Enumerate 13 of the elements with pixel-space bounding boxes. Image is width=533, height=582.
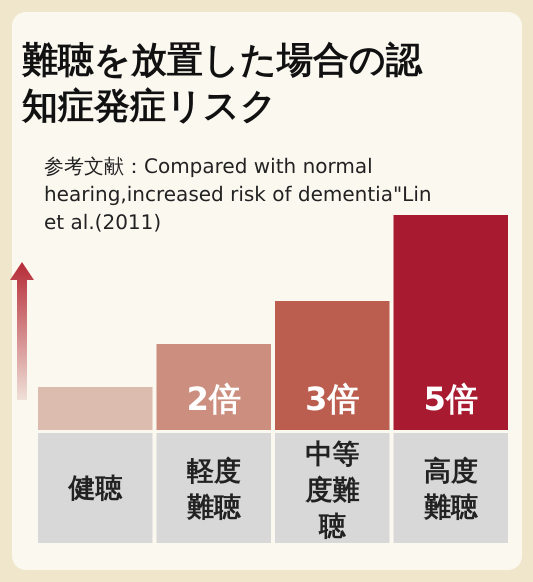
bar	[394, 215, 508, 430]
x-tick-label: 健聴	[67, 473, 124, 504]
x-tick-label: 軽度難聴	[186, 456, 242, 523]
bar	[38, 387, 152, 430]
bar	[275, 301, 390, 430]
data-label: 5倍	[424, 380, 478, 418]
chart-title: 難聴を放置した場合の認知症発症リスク	[22, 39, 424, 129]
bar	[156, 344, 271, 430]
data-label: 3倍	[305, 380, 360, 418]
x-tick-label: 高度難聴	[422, 456, 479, 523]
chart-subtitle: 参考文献：Compared with normal hearing,increased risk of dementia"Lin et al.(2011)	[44, 153, 433, 236]
x-tick-label: 中等度難聴	[304, 439, 360, 542]
data-label: 2倍	[186, 380, 241, 418]
